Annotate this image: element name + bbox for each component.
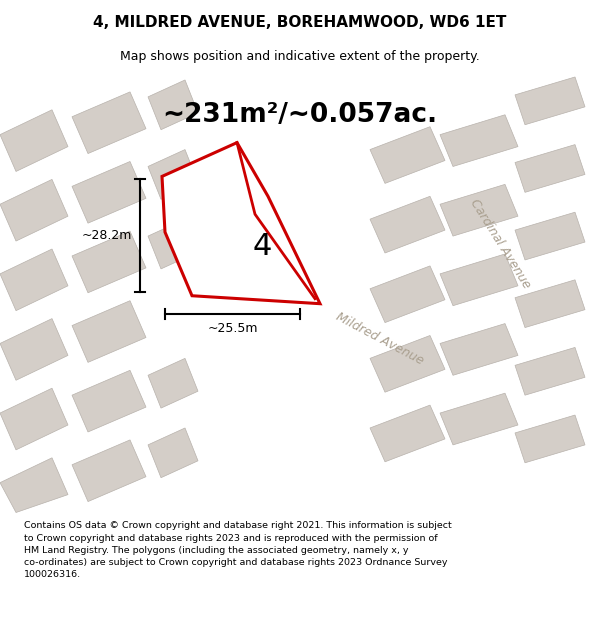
Polygon shape bbox=[162, 142, 320, 304]
Polygon shape bbox=[148, 428, 198, 478]
Polygon shape bbox=[440, 324, 518, 375]
Polygon shape bbox=[72, 92, 146, 154]
Text: ~25.5m: ~25.5m bbox=[207, 322, 258, 334]
Polygon shape bbox=[370, 196, 445, 253]
Polygon shape bbox=[72, 231, 146, 292]
Text: ~231m²/~0.057ac.: ~231m²/~0.057ac. bbox=[163, 102, 437, 127]
Polygon shape bbox=[370, 127, 445, 183]
Polygon shape bbox=[0, 388, 68, 450]
Polygon shape bbox=[72, 440, 146, 501]
Polygon shape bbox=[0, 179, 68, 241]
Polygon shape bbox=[515, 280, 585, 328]
Polygon shape bbox=[370, 266, 445, 322]
Polygon shape bbox=[440, 184, 518, 236]
Polygon shape bbox=[0, 319, 68, 380]
Polygon shape bbox=[515, 144, 585, 192]
Polygon shape bbox=[0, 249, 68, 311]
Text: Cardinal Avenue: Cardinal Avenue bbox=[467, 197, 533, 291]
Polygon shape bbox=[370, 336, 445, 392]
Polygon shape bbox=[148, 358, 198, 408]
Text: 4: 4 bbox=[253, 231, 272, 261]
Polygon shape bbox=[515, 213, 585, 260]
Polygon shape bbox=[148, 149, 198, 199]
Text: Mildred Avenue: Mildred Avenue bbox=[334, 310, 426, 367]
Polygon shape bbox=[148, 219, 198, 269]
Polygon shape bbox=[72, 161, 146, 223]
Text: 4, MILDRED AVENUE, BOREHAMWOOD, WD6 1ET: 4, MILDRED AVENUE, BOREHAMWOOD, WD6 1ET bbox=[94, 15, 506, 30]
Polygon shape bbox=[0, 458, 68, 512]
Polygon shape bbox=[72, 301, 146, 362]
Polygon shape bbox=[440, 393, 518, 445]
Polygon shape bbox=[370, 405, 445, 462]
Polygon shape bbox=[72, 370, 146, 432]
Polygon shape bbox=[515, 77, 585, 125]
Text: ~28.2m: ~28.2m bbox=[82, 229, 132, 242]
Polygon shape bbox=[148, 80, 198, 130]
Polygon shape bbox=[515, 415, 585, 462]
Text: Contains OS data © Crown copyright and database right 2021. This information is : Contains OS data © Crown copyright and d… bbox=[24, 521, 452, 579]
Text: Map shows position and indicative extent of the property.: Map shows position and indicative extent… bbox=[120, 50, 480, 62]
Polygon shape bbox=[440, 115, 518, 166]
Polygon shape bbox=[440, 254, 518, 306]
Polygon shape bbox=[515, 348, 585, 395]
Polygon shape bbox=[0, 110, 68, 171]
